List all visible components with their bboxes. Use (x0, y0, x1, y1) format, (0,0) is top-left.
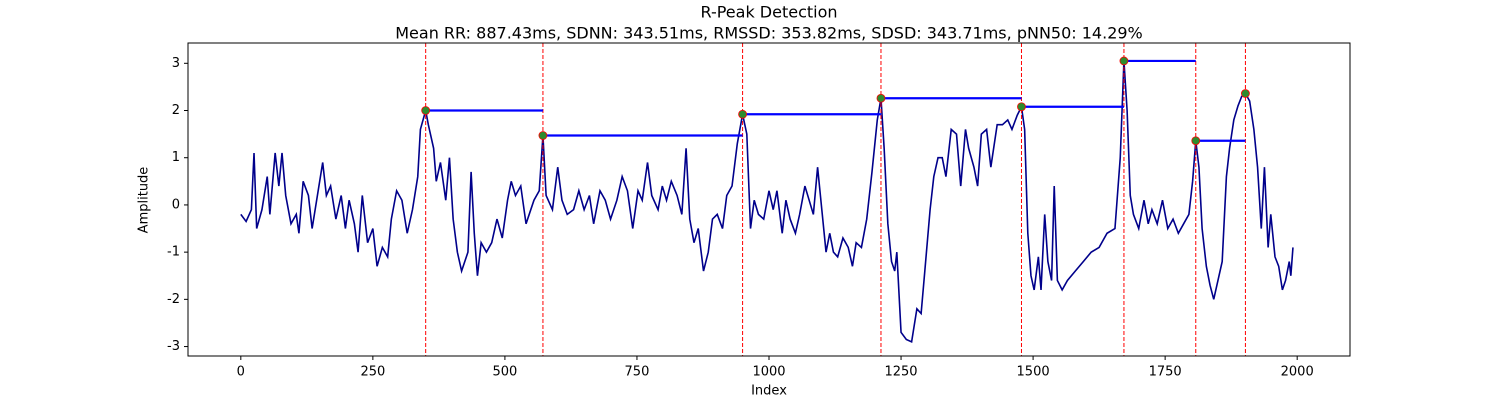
y-tick-label: -3 (167, 339, 180, 354)
peak-point (876, 93, 886, 103)
peak-point (738, 109, 747, 119)
plot-frame (187, 42, 1351, 357)
x-axis-label: Index (751, 384, 787, 399)
y-tick-label: 2 (172, 103, 180, 118)
peak-point (421, 106, 431, 115)
x-tick-label: 1000 (752, 365, 785, 380)
y-tick-label: -1 (167, 245, 180, 260)
x-tick-label: 1500 (1017, 365, 1050, 380)
x-tick-label: 2000 (1281, 365, 1314, 380)
y-axis-label: Amplitude (137, 167, 152, 234)
peak-point (1191, 136, 1201, 146)
chart-title: R-Peak Detection (700, 3, 837, 22)
chart-subtitle: Mean RR: 887.43ms, SDNN: 343.51ms, RMSSD… (395, 24, 1143, 43)
peak-point (538, 131, 548, 140)
x-tick-label: 250 (360, 365, 385, 380)
y-tick-label: 1 (172, 150, 180, 165)
peak-point (1241, 89, 1250, 98)
x-tick-label: 0 (237, 365, 245, 380)
y-tick-label: 0 (172, 197, 180, 212)
x-tick-label: 500 (492, 365, 517, 380)
x-tick-label: 750 (625, 365, 650, 380)
peak-point (1119, 56, 1129, 66)
peak-point (1017, 102, 1026, 112)
signal-line (240, 60, 1294, 343)
x-tick-label: 1750 (1149, 365, 1182, 380)
x-tick-label: 1250 (884, 365, 917, 380)
y-tick-label: -2 (167, 292, 180, 307)
y-tick-label: 3 (172, 56, 180, 71)
